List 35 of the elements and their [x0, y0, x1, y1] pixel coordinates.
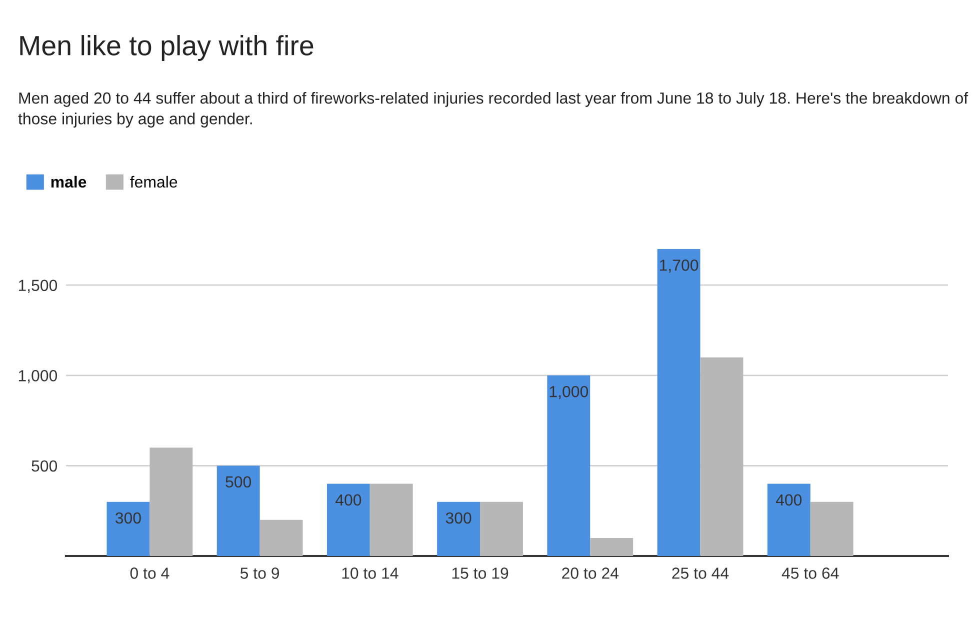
x-tick-label: 45 to 64 [782, 568, 839, 579]
x-tick-label: 5 to 9 [240, 568, 280, 579]
bar [810, 502, 854, 556]
data-label: 400 [776, 494, 802, 506]
x-tick-label: 25 to 44 [672, 568, 729, 579]
bar [437, 502, 480, 556]
legend-label: female [130, 176, 178, 188]
bar [767, 484, 810, 556]
bar [547, 375, 590, 556]
bar [370, 484, 413, 556]
bar [150, 448, 193, 556]
bar [480, 502, 523, 556]
data-label: 1,700 [660, 260, 698, 273]
data-label: 400 [335, 494, 362, 506]
bar [106, 502, 150, 556]
y-tick-label: 1,000 [18, 370, 58, 384]
bar [590, 538, 634, 556]
bar [700, 357, 744, 556]
data-label: 500 [226, 476, 252, 488]
data-label: 1,000 [550, 386, 588, 400]
bar [326, 484, 370, 556]
y-tick-label: 500 [32, 460, 58, 472]
x-tick-label: 15 to 19 [452, 568, 508, 579]
data-label: 300 [116, 512, 141, 524]
chart-title: Men like to play with fire [20, 35, 314, 61]
chart-subtitle: Men aged 20 to 44 suffer about a third of fireworks-related injuries recorded last year from June 18 to July 18. Here's the breakdown of those injuries by age and gender. [18, 92, 968, 128]
y-tick-label: 1,500 [18, 280, 58, 293]
x-tick-label: 20 to 24 [562, 568, 619, 579]
x-tick-label: 10 to 14 [342, 568, 398, 579]
bar [260, 520, 303, 556]
legend-label: male [51, 176, 86, 188]
bar [657, 249, 700, 556]
data-label: 300 [446, 512, 472, 524]
bar [216, 466, 260, 556]
x-tick-label: 0 to 4 [130, 568, 170, 579]
